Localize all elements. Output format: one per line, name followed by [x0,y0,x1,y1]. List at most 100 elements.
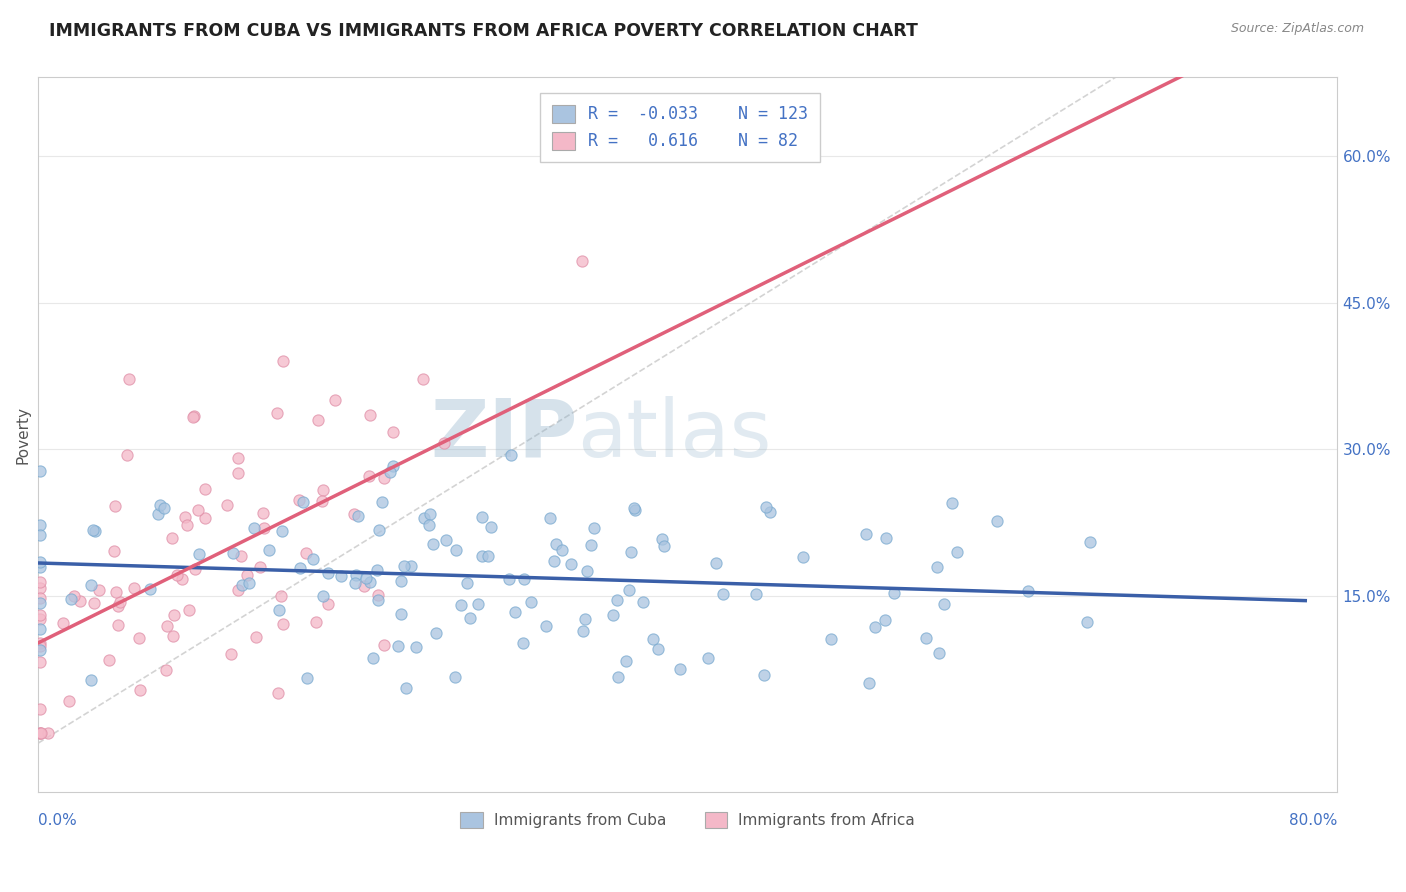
Point [1017,584,1039,599]
Point [259,542,281,557]
Point [28,726,51,740]
Point [359,574,381,589]
Point [378,466,401,480]
Point [228,451,250,466]
Point [221,647,243,661]
Point [231,578,253,592]
Point [228,583,250,598]
Point [138,582,160,596]
Point [668,662,690,676]
Point [394,558,416,573]
Point [267,603,290,617]
Point [28,643,51,657]
Point [288,493,311,508]
Point [538,510,561,524]
Point [418,518,440,533]
Point [347,508,370,523]
Point [236,568,259,582]
Point [571,253,593,268]
Point [253,521,276,535]
Point [28,702,51,716]
Point [513,572,536,586]
Point [479,520,502,534]
Point [266,406,288,420]
Point [28,574,51,589]
Point [434,533,457,547]
Point [146,507,169,521]
Point [643,632,665,647]
Point [297,671,319,685]
Point [934,598,956,612]
Point [312,589,335,603]
Point [512,635,534,649]
Point [581,538,603,552]
Point [28,636,51,650]
Point [271,353,294,368]
Point [252,506,274,520]
Point [754,668,776,682]
Point [1078,535,1101,549]
Point [697,651,720,665]
Point [83,596,105,610]
Text: atlas: atlas [578,396,772,474]
Point [28,656,51,670]
Point [149,498,172,512]
Point [79,673,101,687]
Point [238,576,260,591]
Point [647,642,669,657]
Point [1076,615,1098,630]
Point [249,560,271,574]
Point [606,670,628,684]
Point [28,612,51,626]
Point [865,620,887,634]
Point [925,560,948,574]
Point [367,588,389,602]
Point [620,544,643,558]
Point [412,372,434,386]
Point [295,546,318,560]
Point [444,542,467,557]
Text: Source: ZipAtlas.com: Source: ZipAtlas.com [1230,22,1364,36]
Point [520,595,543,609]
Point [128,632,150,646]
Point [187,503,209,517]
Point [444,670,467,684]
Point [97,653,120,667]
Point [367,593,389,607]
Point [876,532,898,546]
Point [359,408,381,422]
Point [458,611,481,625]
Point [271,617,294,632]
Point [433,435,456,450]
Point [302,551,325,566]
Point [184,561,207,575]
Point [915,632,938,646]
Point [166,567,188,582]
Point [69,594,91,608]
Point [928,646,950,660]
Point [373,471,395,485]
Point [361,651,384,665]
Point [652,539,675,553]
Point [292,495,315,509]
Point [419,507,441,521]
Point [571,624,593,639]
Point [28,597,51,611]
Point [405,640,427,654]
Point [353,579,375,593]
Point [820,632,842,646]
Point [215,499,238,513]
Point [425,625,447,640]
Point [759,505,782,519]
Point [59,592,82,607]
Point [855,526,877,541]
Point [155,663,177,677]
Text: ZIP: ZIP [430,396,578,474]
Point [28,640,51,654]
Point [153,501,176,516]
Point [176,518,198,533]
Point [614,654,637,668]
Point [792,549,814,564]
Point [401,559,423,574]
Point [467,597,489,611]
